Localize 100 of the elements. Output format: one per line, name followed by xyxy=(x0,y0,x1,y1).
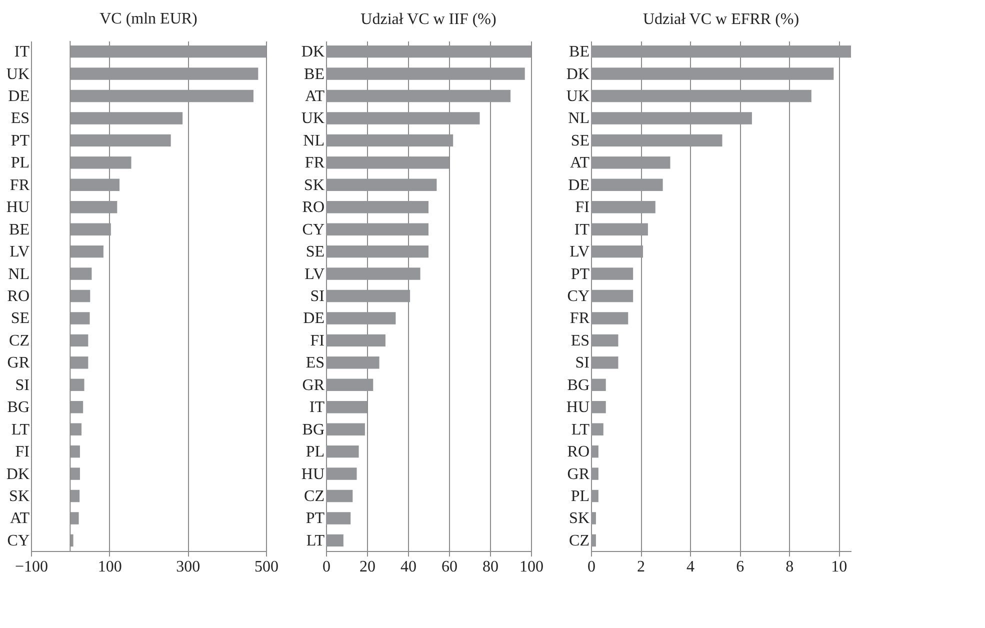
y-tick-label: CZ xyxy=(304,488,324,505)
x-tick-label: 8 xyxy=(786,558,794,576)
bar xyxy=(326,401,367,414)
y-tick-label: CZ xyxy=(9,332,30,350)
x-tick-label: 80 xyxy=(482,558,498,576)
x-tick-label: 2 xyxy=(637,558,646,576)
y-tick-label: CZ xyxy=(569,532,590,550)
x-tick-label: 100 xyxy=(520,558,544,576)
bar xyxy=(591,290,634,302)
bar xyxy=(70,534,74,547)
bar xyxy=(591,401,606,414)
chart-title: Udział VC w EFRR (%) xyxy=(642,11,800,28)
bar xyxy=(591,468,598,480)
y-tick-label: FI xyxy=(15,444,30,461)
y-tick-label: GR xyxy=(7,354,30,372)
y-tick-label: DE xyxy=(568,176,590,194)
bar xyxy=(326,268,420,280)
y-tick-label: PT xyxy=(306,510,325,528)
bar xyxy=(326,45,531,58)
bar xyxy=(70,290,90,302)
y-tick-label: FI xyxy=(575,199,590,216)
bar xyxy=(70,156,132,169)
x-tick-label: 40 xyxy=(400,558,416,576)
bar xyxy=(70,245,104,258)
bar xyxy=(70,112,183,124)
y-tick-label: AT xyxy=(570,154,590,172)
y-tick-label: CY xyxy=(567,288,590,305)
bar xyxy=(70,356,88,369)
y-tick-label: SI xyxy=(15,376,30,394)
y-tick-label: DK xyxy=(6,466,30,483)
y-tick-label: SI xyxy=(575,354,590,372)
x-tick-label: 6 xyxy=(736,558,744,576)
y-tick-label: AT xyxy=(304,88,325,105)
bar xyxy=(591,134,722,147)
bar xyxy=(591,245,643,258)
y-tick-label: FR xyxy=(570,310,590,328)
y-tick-label: UK xyxy=(566,88,590,105)
y-tick-label: NL xyxy=(303,132,324,150)
bar xyxy=(591,68,834,80)
y-tick-label: ES xyxy=(570,332,590,350)
y-tick-label: PT xyxy=(570,266,590,283)
y-tick-label: UK xyxy=(301,110,325,128)
x-tick-label: 500 xyxy=(254,558,278,576)
bar xyxy=(591,156,670,169)
y-tick-label: IT xyxy=(309,399,325,416)
y-tick-label: DK xyxy=(566,66,590,83)
bar xyxy=(591,268,634,280)
bar xyxy=(70,445,80,458)
y-tick-label: BG xyxy=(302,421,325,438)
bar xyxy=(591,201,656,214)
bar xyxy=(326,201,428,214)
y-tick-label: LV xyxy=(10,244,30,261)
y-tick-label: PT xyxy=(10,132,30,150)
bar xyxy=(326,156,449,169)
y-tick-label: SE xyxy=(306,244,324,261)
bar xyxy=(591,223,648,236)
y-tick-label: LV xyxy=(570,244,590,261)
y-tick-label: FR xyxy=(10,176,30,194)
y-tick-label: CY xyxy=(302,221,325,238)
bar xyxy=(326,245,428,258)
y-tick-label: BE xyxy=(569,44,590,61)
x-tick-label: 0 xyxy=(322,558,330,576)
bar xyxy=(70,45,266,58)
bar xyxy=(326,134,454,147)
bar xyxy=(591,378,606,391)
y-tick-label: BG xyxy=(567,376,590,394)
y-tick-label: LV xyxy=(304,266,325,283)
y-tick-label: BE xyxy=(9,221,30,238)
bar xyxy=(70,378,84,391)
y-tick-label: DK xyxy=(301,44,325,61)
bar xyxy=(326,290,410,302)
bar xyxy=(70,201,118,214)
bar xyxy=(70,312,90,324)
x-tick-label: −100 xyxy=(14,558,48,576)
x-tick-label: 10 xyxy=(831,558,848,576)
bar xyxy=(591,312,628,324)
y-tick-label: CY xyxy=(7,532,30,550)
bar xyxy=(70,134,171,147)
bar xyxy=(326,223,428,236)
bar xyxy=(326,312,396,324)
y-tick-label: HU xyxy=(566,399,590,416)
y-tick-label: PL xyxy=(306,444,324,461)
y-tick-label: HU xyxy=(6,199,30,216)
chart-title: Udział VC w IIF (%) xyxy=(360,11,496,28)
chart-title: VC (mln EUR) xyxy=(100,10,198,28)
y-tick-label: SK xyxy=(569,510,590,528)
bar xyxy=(591,512,596,524)
y-tick-label: GR xyxy=(567,466,590,483)
bar xyxy=(70,401,84,414)
bar xyxy=(326,468,357,480)
bar xyxy=(326,356,380,369)
bar xyxy=(591,45,851,58)
bar xyxy=(70,178,120,191)
y-tick-label: UK xyxy=(6,66,30,83)
bar xyxy=(326,112,480,124)
y-tick-label: PL xyxy=(570,488,590,505)
bar xyxy=(591,90,812,102)
y-tick-label: GR xyxy=(302,376,325,394)
bar xyxy=(326,445,359,458)
y-tick-label: LT xyxy=(571,421,590,438)
